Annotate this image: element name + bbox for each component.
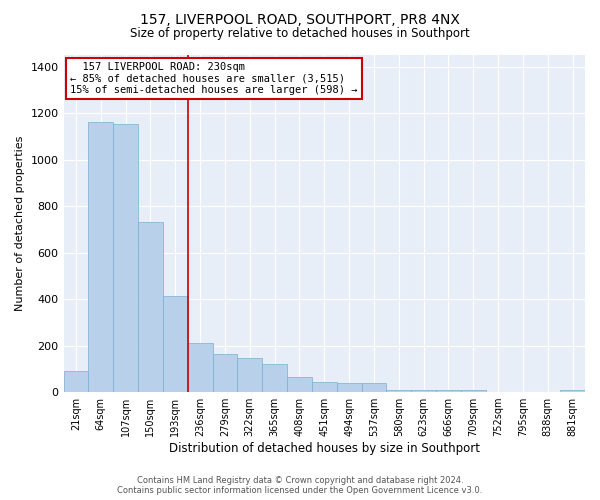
Bar [163, 296, 188, 392]
Bar [138, 222, 163, 392]
Bar [411, 390, 436, 392]
Bar [337, 383, 362, 392]
Bar [287, 377, 312, 392]
X-axis label: Distribution of detached houses by size in Southport: Distribution of detached houses by size … [169, 442, 480, 455]
Bar [212, 354, 238, 392]
Bar [436, 390, 461, 392]
Text: 157, LIVERPOOL ROAD, SOUTHPORT, PR8 4NX: 157, LIVERPOOL ROAD, SOUTHPORT, PR8 4NX [140, 12, 460, 26]
Bar [238, 358, 262, 392]
Bar [262, 364, 287, 392]
Bar [88, 122, 113, 392]
Bar [386, 390, 411, 392]
Y-axis label: Number of detached properties: Number of detached properties [15, 136, 25, 311]
Bar [362, 383, 386, 392]
Text: 157 LIVERPOOL ROAD: 230sqm
← 85% of detached houses are smaller (3,515)
15% of s: 157 LIVERPOOL ROAD: 230sqm ← 85% of deta… [70, 62, 358, 95]
Bar [461, 390, 485, 392]
Text: Size of property relative to detached houses in Southport: Size of property relative to detached ho… [130, 28, 470, 40]
Bar [113, 124, 138, 392]
Bar [188, 344, 212, 392]
Bar [560, 390, 585, 392]
Bar [64, 371, 88, 392]
Bar [312, 382, 337, 392]
Text: Contains HM Land Registry data © Crown copyright and database right 2024.
Contai: Contains HM Land Registry data © Crown c… [118, 476, 482, 495]
